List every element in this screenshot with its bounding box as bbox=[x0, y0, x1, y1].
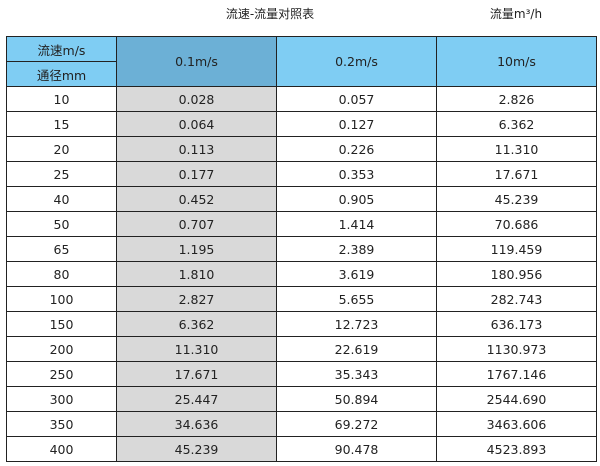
flow-0.2-cell: 0.127 bbox=[276, 111, 437, 137]
table-row: 250 17.671 35.343 1767.146 bbox=[6, 361, 597, 387]
flow-0.2-cell: 0.905 bbox=[276, 186, 437, 212]
flow-0.2-cell: 35.343 bbox=[276, 361, 437, 387]
flow-0.1-cell: 45.239 bbox=[116, 436, 277, 462]
flow-10-cell: 2.826 bbox=[436, 86, 597, 112]
table-row: 25 0.177 0.353 17.671 bbox=[6, 161, 597, 187]
flow-10-cell: 1767.146 bbox=[436, 361, 597, 387]
diameter-cell: 100 bbox=[6, 286, 117, 312]
diameter-cell: 200 bbox=[6, 336, 117, 362]
flow-0.1-cell: 0.177 bbox=[116, 161, 277, 187]
flow-0.1-cell: 0.452 bbox=[116, 186, 277, 212]
flow-0.2-cell: 5.655 bbox=[276, 286, 437, 312]
diameter-cell: 80 bbox=[6, 261, 117, 287]
flow-0.1-cell: 0.064 bbox=[116, 111, 277, 137]
flow-0.2-cell: 12.723 bbox=[276, 311, 437, 337]
diameter-cell: 50 bbox=[6, 211, 117, 237]
diameter-cell: 20 bbox=[6, 136, 117, 162]
diameter-cell: 40 bbox=[6, 186, 117, 212]
flow-0.1-cell: 1.195 bbox=[116, 236, 277, 262]
table-body: 10 0.028 0.057 2.826 15 0.064 0.127 6.362 20 0.11… bbox=[6, 86, 597, 462]
flow-velocity-table: 流速m/s 0.1m/s 0.2m/s 10m/s 通径mm 10 0.028 0.… bbox=[6, 36, 597, 462]
diameter-cell: 250 bbox=[6, 361, 117, 387]
diameter-cell: 65 bbox=[6, 236, 117, 262]
diameter-cell: 25 bbox=[6, 161, 117, 187]
table-row: 150 6.362 12.723 636.173 bbox=[6, 311, 597, 337]
flow-0.1-cell: 34.636 bbox=[116, 411, 277, 437]
flow-unit-label: 流量m³/h bbox=[489, 7, 543, 21]
flow-0.2-cell: 90.478 bbox=[276, 436, 437, 462]
header-row-2: 通径mm bbox=[6, 61, 597, 87]
header-row: 流速m/s 0.1m/s 0.2m/s 10m/s bbox=[6, 36, 597, 87]
diameter-cell: 400 bbox=[6, 436, 117, 462]
flow-0.1-cell: 25.447 bbox=[116, 386, 277, 412]
diameter-cell: 150 bbox=[6, 311, 117, 337]
flow-0.1-cell: 0.028 bbox=[116, 86, 277, 112]
table-row: 200 11.310 22.619 1130.973 bbox=[6, 336, 597, 362]
table-row: 50 0.707 1.414 70.686 bbox=[6, 211, 597, 237]
table-row: 20 0.113 0.226 11.310 bbox=[6, 136, 597, 162]
table-row: 350 34.636 69.272 3463.606 bbox=[6, 411, 597, 437]
flow-0.2-cell: 2.389 bbox=[276, 236, 437, 262]
flow-0.2-cell: 1.414 bbox=[276, 211, 437, 237]
flow-10-cell: 17.671 bbox=[436, 161, 597, 187]
flow-0.1-cell: 2.827 bbox=[116, 286, 277, 312]
flow-0.1-cell: 0.113 bbox=[116, 136, 277, 162]
table-row: 100 2.827 5.655 282.743 bbox=[6, 286, 597, 312]
table-title: 流速-流量对照表 bbox=[225, 7, 315, 21]
column-header-0.1[interactable]: 0.1m/s bbox=[116, 36, 277, 87]
diameter-cell: 350 bbox=[6, 411, 117, 437]
flow-0.1-cell: 0.707 bbox=[116, 211, 277, 237]
flow-10-cell: 636.173 bbox=[436, 311, 597, 337]
flow-10-cell: 45.239 bbox=[436, 186, 597, 212]
flow-10-cell: 70.686 bbox=[436, 211, 597, 237]
flow-10-cell: 180.956 bbox=[436, 261, 597, 287]
flow-0.1-cell: 17.671 bbox=[116, 361, 277, 387]
flow-10-cell: 6.362 bbox=[436, 111, 597, 137]
flow-0.2-cell: 0.057 bbox=[276, 86, 437, 112]
table-row: 300 25.447 50.894 2544.690 bbox=[6, 386, 597, 412]
flow-10-cell: 3463.606 bbox=[436, 411, 597, 437]
diameter-cell: 300 bbox=[6, 386, 117, 412]
column-header-10[interactable]: 10m/s bbox=[436, 36, 597, 87]
diameter-header: 通径mm bbox=[6, 61, 117, 87]
diameter-cell: 15 bbox=[6, 111, 117, 137]
flow-0.2-cell: 50.894 bbox=[276, 386, 437, 412]
table-row: 80 1.810 3.619 180.956 bbox=[6, 261, 597, 287]
flow-0.1-cell: 6.362 bbox=[116, 311, 277, 337]
flow-0.2-cell: 0.226 bbox=[276, 136, 437, 162]
flow-10-cell: 1130.973 bbox=[436, 336, 597, 362]
table-row: 15 0.064 0.127 6.362 bbox=[6, 111, 597, 137]
flow-10-cell: 2544.690 bbox=[436, 386, 597, 412]
flow-10-cell: 282.743 bbox=[436, 286, 597, 312]
table-row: 10 0.028 0.057 2.826 bbox=[6, 86, 597, 112]
flow-0.2-cell: 3.619 bbox=[276, 261, 437, 287]
flow-0.1-cell: 1.810 bbox=[116, 261, 277, 287]
flow-10-cell: 11.310 bbox=[436, 136, 597, 162]
flow-10-cell: 119.459 bbox=[436, 236, 597, 262]
table-row: 65 1.195 2.389 119.459 bbox=[6, 236, 597, 262]
flow-0.2-cell: 69.272 bbox=[276, 411, 437, 437]
velocity-header: 流速m/s bbox=[6, 36, 117, 62]
table-row: 400 45.239 90.478 4523.893 bbox=[6, 436, 597, 462]
flow-0.2-cell: 0.353 bbox=[276, 161, 437, 187]
flow-10-cell: 4523.893 bbox=[436, 436, 597, 462]
table-row: 40 0.452 0.905 45.239 bbox=[6, 186, 597, 212]
column-header-0.2[interactable]: 0.2m/s bbox=[276, 36, 437, 87]
diameter-cell: 10 bbox=[6, 86, 117, 112]
flow-0.1-cell: 11.310 bbox=[116, 336, 277, 362]
flow-0.2-cell: 22.619 bbox=[276, 336, 437, 362]
